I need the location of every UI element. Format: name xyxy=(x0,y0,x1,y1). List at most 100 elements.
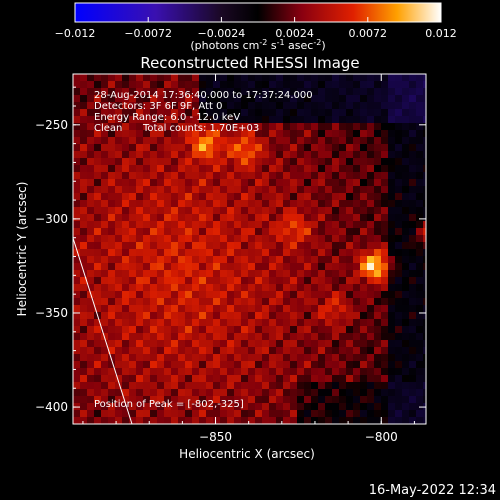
heatmap-cell xyxy=(402,382,409,389)
heatmap-cell xyxy=(171,242,178,249)
heatmap-cell xyxy=(129,382,136,389)
heatmap-cell xyxy=(73,109,80,116)
heatmap-cell xyxy=(192,144,199,151)
heatmap-cell xyxy=(262,186,269,193)
heatmap-cell xyxy=(409,277,416,284)
heatmap-cell xyxy=(234,144,241,151)
heatmap-cell xyxy=(374,403,381,410)
heatmap-cell xyxy=(276,277,283,284)
heatmap-cell xyxy=(388,235,395,242)
heatmap-cell xyxy=(409,284,416,291)
heatmap-cell xyxy=(360,361,367,368)
heatmap-cell xyxy=(73,102,80,109)
heatmap-cell xyxy=(374,333,381,340)
heatmap-cell xyxy=(122,193,129,200)
heatmap-cell xyxy=(255,102,262,109)
heatmap-cell xyxy=(157,151,164,158)
heatmap-cell xyxy=(304,214,311,221)
heatmap-cell xyxy=(213,88,220,95)
heatmap-cell xyxy=(332,368,339,375)
heatmap-cell xyxy=(318,249,325,256)
heatmap-cell xyxy=(339,221,346,228)
heatmap-cell xyxy=(199,270,206,277)
heatmap-cell xyxy=(73,277,80,284)
heatmap-cell xyxy=(234,389,241,396)
heatmap-cell xyxy=(80,123,87,130)
heatmap-cell xyxy=(192,200,199,207)
heatmap-cell xyxy=(409,186,416,193)
heatmap-cell xyxy=(360,333,367,340)
heatmap-cell xyxy=(171,284,178,291)
heatmap-cell xyxy=(122,368,129,375)
heatmap-cell xyxy=(164,102,171,109)
heatmap-cell xyxy=(234,193,241,200)
heatmap-cell xyxy=(150,326,157,333)
heatmap-cell xyxy=(255,116,262,123)
heatmap-cell xyxy=(290,200,297,207)
heatmap-cell xyxy=(332,312,339,319)
heatmap-cell xyxy=(395,410,402,417)
heatmap-cell xyxy=(262,207,269,214)
heatmap-cell xyxy=(325,340,332,347)
heatmap-cell xyxy=(304,403,311,410)
heatmap-cell xyxy=(269,256,276,263)
heatmap-cell xyxy=(416,340,423,347)
heatmap-cell xyxy=(248,361,255,368)
heatmap-cell xyxy=(395,368,402,375)
heatmap-cell xyxy=(199,81,206,88)
heatmap-cell xyxy=(192,172,199,179)
heatmap-cell xyxy=(374,242,381,249)
heatmap-cell xyxy=(276,368,283,375)
colorbar-tick-label: 0.0072 xyxy=(349,27,388,40)
heatmap-cell xyxy=(381,382,388,389)
heatmap-cell xyxy=(73,312,80,319)
heatmap-cell xyxy=(73,207,80,214)
heatmap-cell xyxy=(129,137,136,144)
heatmap-cell xyxy=(143,207,150,214)
heatmap-cell xyxy=(353,130,360,137)
heatmap-cell xyxy=(409,298,416,305)
heatmap-cell xyxy=(318,123,325,130)
heatmap-cell xyxy=(241,298,248,305)
heatmap-cell xyxy=(157,298,164,305)
heatmap-cell xyxy=(122,179,129,186)
heatmap-cell xyxy=(311,410,318,417)
heatmap-cell xyxy=(80,389,87,396)
heatmap-cell xyxy=(367,193,374,200)
heatmap-cell xyxy=(269,410,276,417)
heatmap-cell xyxy=(199,221,206,228)
heatmap-cell xyxy=(227,144,234,151)
heatmap-cell xyxy=(220,130,227,137)
heatmap-cell xyxy=(115,207,122,214)
heatmap-cell xyxy=(87,235,94,242)
heatmap-cell xyxy=(199,368,206,375)
heatmap-cell xyxy=(227,151,234,158)
heatmap-cell xyxy=(283,298,290,305)
heatmap-cell xyxy=(157,102,164,109)
heatmap-cell xyxy=(423,312,426,319)
heatmap-cell xyxy=(416,158,423,165)
heatmap-cell xyxy=(185,109,192,116)
heatmap-cell xyxy=(255,186,262,193)
heatmap-cell xyxy=(297,228,304,235)
heatmap-cell xyxy=(73,298,80,305)
heatmap-cell xyxy=(234,137,241,144)
heatmap-cell xyxy=(192,88,199,95)
heatmap-cell xyxy=(353,326,360,333)
heatmap-cell xyxy=(129,389,136,396)
heatmap-cell xyxy=(87,242,94,249)
heatmap-cell xyxy=(381,151,388,158)
heatmap-cell xyxy=(150,95,157,102)
heatmap-cell xyxy=(339,137,346,144)
heatmap-cell xyxy=(304,354,311,361)
heatmap-cell xyxy=(269,165,276,172)
heatmap-cell xyxy=(367,410,374,417)
heatmap-cell xyxy=(395,144,402,151)
heatmap-cell xyxy=(80,186,87,193)
heatmap-cell xyxy=(346,109,353,116)
heatmap-cell xyxy=(290,130,297,137)
heatmap-cell xyxy=(248,410,255,417)
heatmap-cell xyxy=(346,403,353,410)
heatmap-cell xyxy=(94,235,101,242)
heatmap-cell xyxy=(178,354,185,361)
